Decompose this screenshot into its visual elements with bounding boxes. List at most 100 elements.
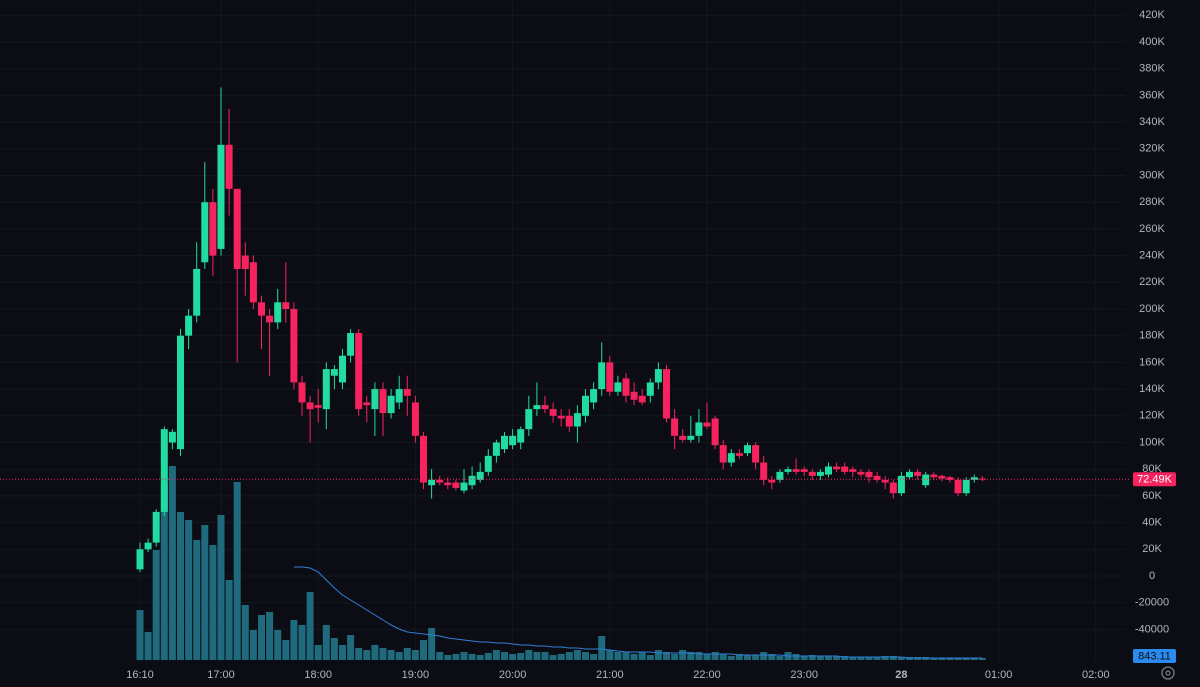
candle-body — [833, 466, 841, 470]
volume-bar — [687, 652, 695, 660]
volume-bar — [468, 654, 476, 660]
candle-body — [598, 362, 606, 390]
candle-body — [590, 389, 598, 403]
candle-body — [217, 144, 225, 249]
volume-bar — [727, 656, 735, 660]
volume-bar — [177, 512, 184, 660]
volume-bar — [816, 656, 824, 660]
candle-body — [168, 431, 176, 443]
volume-bar — [768, 654, 776, 660]
candle-body — [735, 453, 743, 456]
candle-body — [371, 389, 379, 410]
candle-body — [768, 479, 776, 483]
volume-bar — [873, 657, 881, 660]
volume-bar — [460, 652, 468, 660]
volume-bar — [371, 645, 379, 660]
volume-bar — [841, 656, 849, 660]
volume-bar — [136, 610, 144, 660]
volume-bar — [582, 652, 589, 660]
volume-bar — [217, 515, 225, 660]
y-tick-label: 360K — [1139, 89, 1165, 101]
volume-bar — [792, 654, 800, 660]
candle-body — [452, 482, 460, 488]
x-tick-label: 16:10 — [126, 669, 154, 681]
volume-bar — [695, 652, 703, 660]
candle-body — [258, 302, 265, 316]
candle-body — [185, 315, 193, 336]
candle-body — [339, 355, 346, 383]
candle-body — [492, 442, 500, 456]
volume-bar — [509, 654, 517, 660]
volume-bar — [355, 648, 363, 660]
grid — [0, 0, 1125, 662]
x-tick-label: 02:00 — [1082, 669, 1110, 681]
volume-bar — [606, 650, 614, 660]
volume-bar — [314, 645, 322, 660]
candle-body — [970, 477, 978, 480]
candle-body — [557, 415, 565, 419]
candle-body — [744, 445, 751, 454]
volume-bar — [541, 652, 549, 660]
volume-bar — [776, 656, 784, 660]
volume-bar — [241, 605, 249, 660]
volume-bar — [290, 620, 298, 660]
volume-bar — [800, 656, 808, 660]
volume-bar — [517, 653, 525, 660]
x-tick-label: 21:00 — [596, 669, 624, 681]
candle-body — [533, 405, 541, 410]
candle-body — [460, 482, 468, 491]
candle-body — [727, 453, 735, 463]
volume-bar — [671, 654, 679, 660]
volume-bar — [168, 466, 176, 660]
candle-body — [881, 479, 889, 483]
volume-bar — [760, 652, 768, 660]
candle-body — [671, 418, 679, 436]
candle-body — [411, 402, 419, 436]
volume-bar — [630, 654, 638, 660]
volume-bar — [946, 658, 954, 660]
volume-bar — [557, 654, 565, 660]
x-tick-label: 20:00 — [499, 669, 527, 681]
volume-bar — [428, 628, 436, 660]
candle-body — [152, 511, 160, 543]
volume-bar — [646, 655, 654, 660]
volume-bar — [322, 625, 330, 660]
candle-body — [322, 369, 330, 410]
volume-bar — [654, 650, 662, 660]
y-tick-label: 300K — [1139, 169, 1165, 181]
candle-body — [663, 369, 670, 419]
candle-body — [606, 362, 614, 392]
volume-bar — [201, 525, 209, 660]
candle-body — [144, 542, 152, 550]
volume-bar — [452, 654, 460, 660]
candle-body — [849, 469, 857, 472]
candle-body — [468, 475, 476, 486]
candle-body — [808, 471, 816, 476]
candle-body — [695, 422, 703, 436]
candle-body — [865, 471, 873, 478]
candle-body — [241, 255, 249, 269]
candle-body — [298, 382, 306, 403]
gear-outer[interactable] — [1161, 666, 1175, 680]
candle-body — [630, 391, 638, 400]
volume-bar — [703, 654, 711, 660]
candle-body — [290, 309, 298, 383]
candle-body — [387, 395, 395, 414]
volume-bar — [865, 657, 873, 660]
gear-inner[interactable] — [1165, 670, 1171, 676]
volume-bar — [719, 654, 727, 660]
x-tick-label: 17:00 — [207, 669, 235, 681]
x-tick-label: 22:00 — [693, 669, 721, 681]
volume-bar — [954, 658, 962, 660]
volume-bar — [274, 630, 282, 660]
candle-body — [266, 315, 274, 323]
y-tick-label: -20000 — [1135, 597, 1169, 609]
volume-bar — [598, 636, 606, 660]
volume-bar — [152, 550, 160, 660]
settings-icon[interactable] — [1161, 666, 1175, 680]
candle-body — [209, 202, 217, 256]
volume-bar — [339, 645, 346, 660]
candle-body — [225, 144, 233, 189]
candle-body — [420, 435, 427, 483]
candle-body — [654, 369, 662, 383]
